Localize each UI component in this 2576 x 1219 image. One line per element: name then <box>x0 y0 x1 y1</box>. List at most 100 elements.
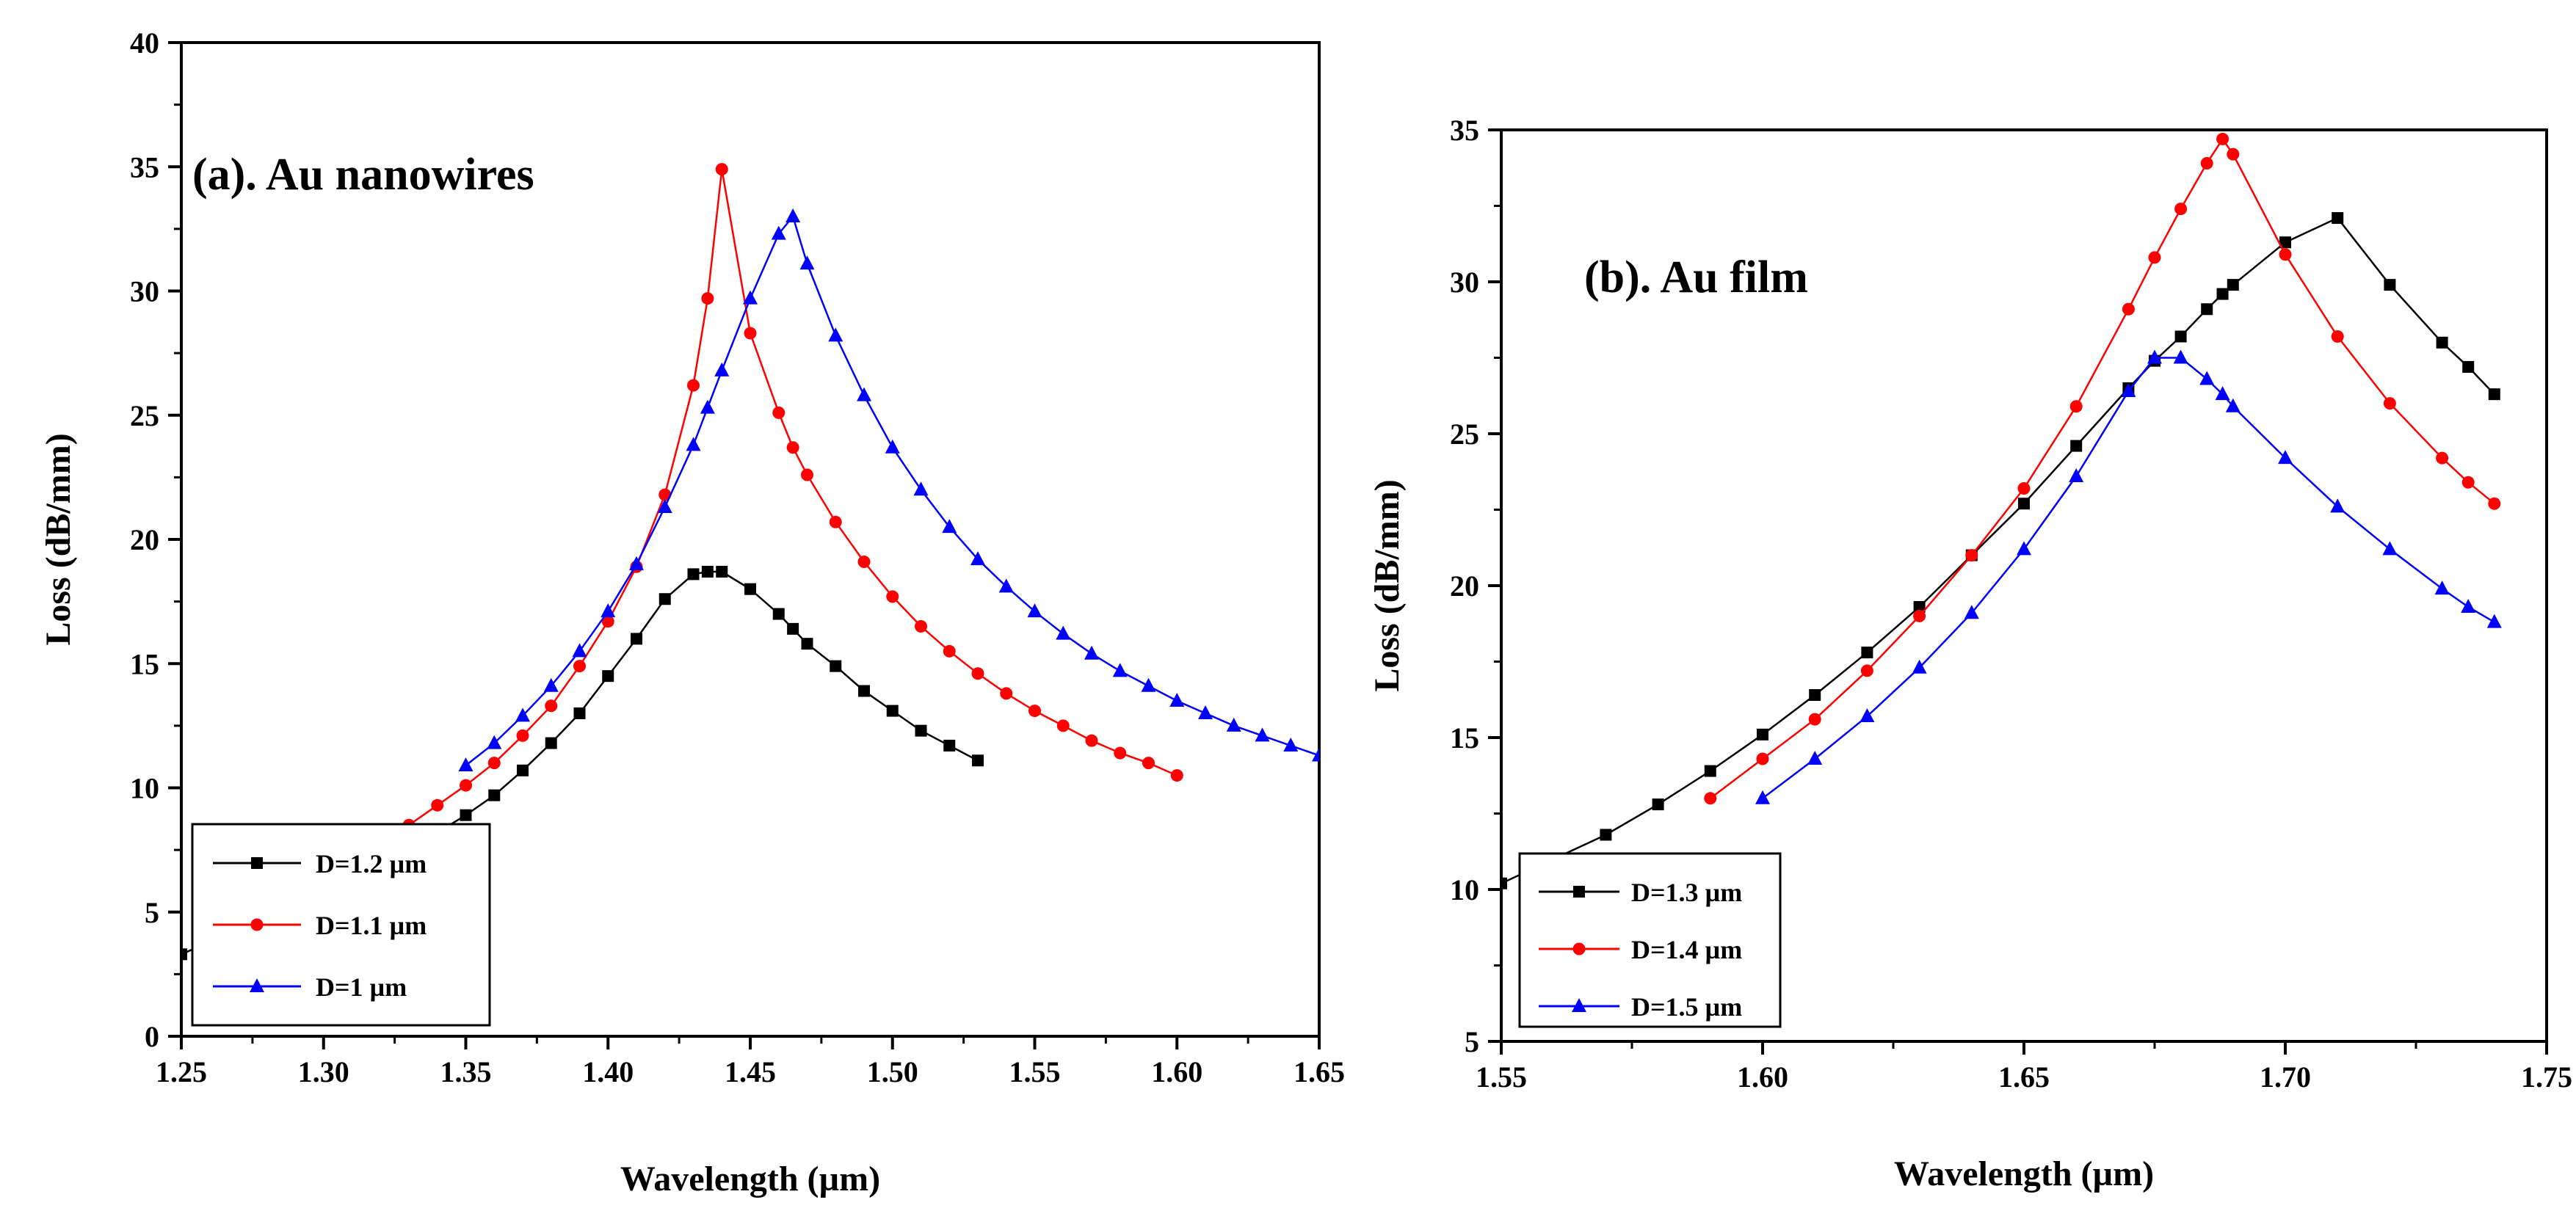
y-tick-label: 15 <box>1450 721 1479 754</box>
data-point <box>1056 625 1071 640</box>
series-line-b-2 <box>1710 137 2495 799</box>
data-point <box>971 667 984 680</box>
x-tick-label: 1.75 <box>2521 1060 2572 1094</box>
data-point <box>1861 647 1873 659</box>
y-tick-label: 40 <box>130 26 159 59</box>
data-point <box>1114 746 1127 760</box>
data-point <box>998 578 1014 593</box>
data-point <box>488 789 501 801</box>
x-tick-label: 1.25 <box>156 1055 207 1088</box>
data-point <box>1704 792 1717 805</box>
chart-panel-b: 1.55 1.60 1.65 1.70 1.75 5 10 15 20 25 30 35 (b). … <box>1368 114 2572 1193</box>
data-point <box>2461 476 2475 489</box>
data-point <box>1912 659 1927 674</box>
series-b-2 <box>1704 132 2501 805</box>
data-point <box>801 468 813 481</box>
chart-title-a: (a). Au nanowires <box>192 150 534 200</box>
data-point <box>431 798 444 812</box>
data-point <box>1198 705 1213 719</box>
data-point <box>886 705 899 717</box>
series-b-3 <box>1755 349 2502 804</box>
x-tick-label: 1.60 <box>1151 1055 1202 1088</box>
data-point <box>701 292 714 305</box>
x-tick-label: 1.70 <box>2260 1060 2311 1094</box>
y-tick-label: 20 <box>130 523 159 556</box>
data-point <box>2216 288 2229 300</box>
data-point <box>1600 829 1612 841</box>
data-point <box>1169 693 1185 707</box>
data-point <box>629 556 644 570</box>
y-tick-label: 30 <box>1450 266 1479 299</box>
y-tick-label: 10 <box>1450 873 1479 906</box>
data-point <box>716 566 728 578</box>
data-point <box>1704 765 1716 777</box>
data-point <box>786 208 801 222</box>
data-point <box>857 387 871 401</box>
legend-label: D=1.4 µm <box>1631 935 1742 964</box>
x-tick-label: 1.65 <box>1998 1060 2050 1094</box>
x-tick-label: 1.35 <box>440 1055 492 1088</box>
data-point <box>601 615 614 628</box>
data-point <box>1757 728 1768 741</box>
x-tick-label: 1.55 <box>1009 1055 1061 1088</box>
data-point <box>2383 397 2396 410</box>
data-point <box>1084 645 1099 660</box>
data-point <box>1142 757 1155 770</box>
y-tick-label: 25 <box>1450 418 1479 451</box>
y-axis-label-b: Loss (dB/mm) <box>1368 479 1407 691</box>
series-line-a-3 <box>465 214 1319 766</box>
data-point <box>1756 752 1769 765</box>
legend-b: D=1.3 µm D=1.4 µm D=1.5 µm <box>1518 852 1782 1028</box>
data-point <box>2461 598 2476 613</box>
data-point <box>2069 400 2083 413</box>
data-point <box>2121 383 2136 398</box>
x-tick-label: 1.60 <box>1737 1060 1788 1094</box>
data-point <box>2200 157 2213 170</box>
data-point <box>2070 440 2083 452</box>
series-line-a-2 <box>323 169 1178 876</box>
data-point <box>2278 450 2293 465</box>
data-point <box>2462 360 2475 373</box>
x-tick-label: 1.55 <box>1476 1060 1527 1094</box>
data-point <box>515 707 530 722</box>
data-point <box>943 739 956 752</box>
y-tick-label: 0 <box>145 1020 159 1053</box>
data-point <box>657 498 672 513</box>
data-point <box>2330 498 2345 513</box>
y-axis-a: 0 5 10 15 20 25 30 35 40 <box>130 26 181 1053</box>
x-tick-label: 1.40 <box>582 1055 634 1088</box>
data-point <box>2069 467 2084 482</box>
data-point <box>857 555 871 568</box>
legend-a: D=1.2 µm D=1.1 µm D=1 µm <box>191 823 491 1027</box>
legend-label: D=1.3 µm <box>1631 878 1742 907</box>
data-point <box>658 488 672 501</box>
data-point <box>1652 798 1664 811</box>
data-point <box>516 729 529 742</box>
x-tick-label: 1.45 <box>725 1055 776 1088</box>
data-point <box>786 441 799 454</box>
y-tick-label: 25 <box>130 399 159 432</box>
data-point <box>744 583 756 595</box>
data-point <box>460 809 472 821</box>
data-point <box>1809 689 1821 702</box>
data-point <box>942 519 957 534</box>
y-axis-b: 5 10 15 20 25 30 35 <box>1450 114 1501 1058</box>
series-layer-b <box>1501 132 2502 889</box>
legend-marker <box>1572 942 1586 956</box>
data-point <box>799 255 815 270</box>
data-point <box>915 619 927 633</box>
legend-marker <box>251 857 263 869</box>
data-point <box>460 779 472 792</box>
data-point <box>829 515 842 528</box>
data-point <box>1283 737 1299 752</box>
data-point <box>2434 581 2450 595</box>
data-point <box>913 481 929 496</box>
data-point <box>1226 717 1241 732</box>
data-point <box>801 638 813 650</box>
data-point <box>2384 279 2396 291</box>
data-point <box>915 724 927 737</box>
data-point <box>1056 719 1070 732</box>
data-point <box>1808 713 1821 726</box>
data-point <box>545 699 558 713</box>
